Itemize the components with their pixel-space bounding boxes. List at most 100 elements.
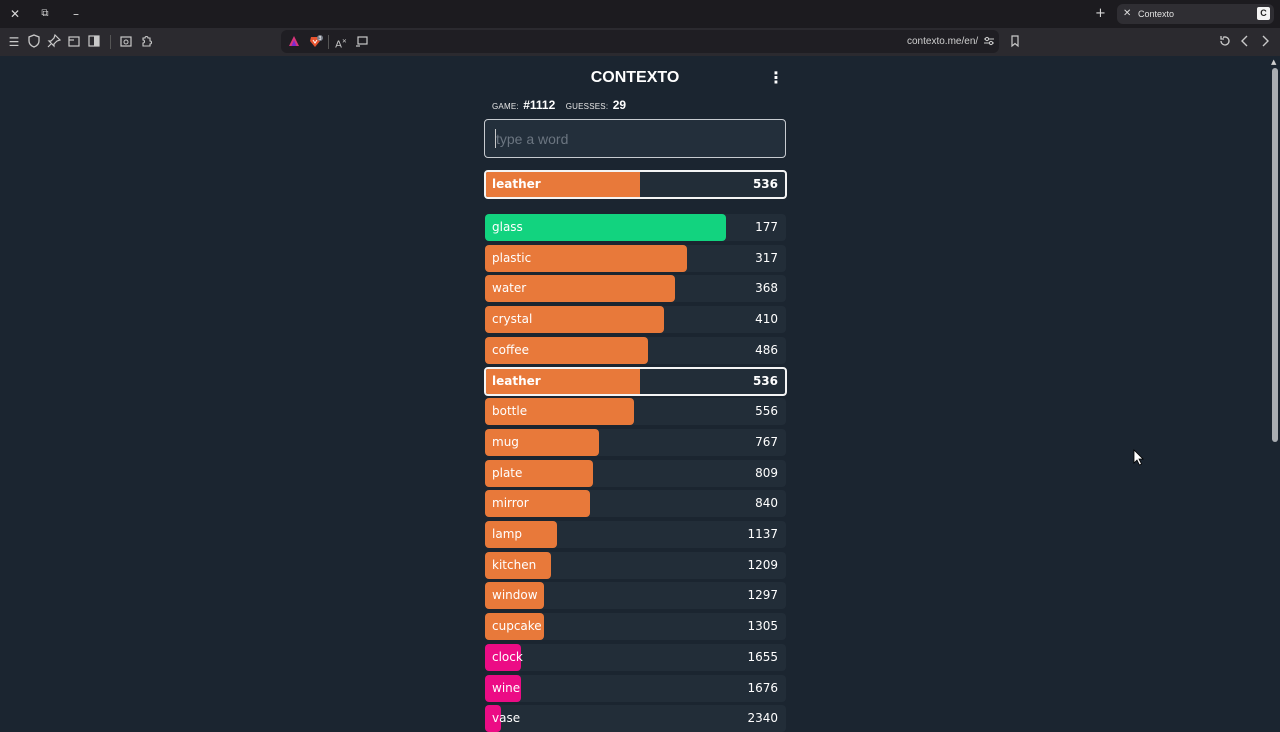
menu-dots-icon[interactable]: ⋮: [768, 68, 784, 87]
restore-window-icon[interactable]: ⧉: [41, 8, 49, 19]
cast-icon[interactable]: [354, 34, 370, 50]
guess-word: plastic: [492, 251, 532, 265]
scrollbar[interactable]: ▲: [1270, 56, 1280, 720]
guess-distance: 1137: [747, 527, 778, 541]
guess-distance: 1676: [747, 681, 778, 695]
guess-bar: [485, 398, 634, 425]
new-tab-plus-icon[interactable]: +: [1095, 6, 1106, 21]
guess-row: plate 809: [485, 460, 786, 487]
guess-word: window: [492, 588, 538, 602]
chevron-left-icon[interactable]: [1237, 34, 1253, 50]
address-bar[interactable]: [281, 30, 999, 53]
guess-bar: [485, 306, 664, 333]
guess-bar: [485, 490, 590, 517]
guess-bar: [485, 214, 726, 241]
guess-distance: 368: [755, 281, 778, 295]
tab-close-icon[interactable]: ✕: [1123, 8, 1132, 19]
guess-row: bottle 556: [485, 398, 786, 425]
lion-icon[interactable]: 3: [308, 34, 324, 50]
text-caret: [495, 129, 496, 148]
guess-word: leather: [492, 374, 541, 388]
triangle-icon[interactable]: [286, 34, 302, 50]
guess-bar: [485, 337, 648, 364]
guess-row: mirror 840: [485, 490, 786, 517]
guess-bar: [485, 582, 544, 609]
guess-word: crystal: [492, 312, 533, 326]
screenshot-icon[interactable]: [118, 34, 134, 50]
chevron-right-icon[interactable]: [1257, 34, 1273, 50]
guess-distance: 1297: [747, 588, 778, 602]
shields-badge: 3: [318, 36, 321, 42]
guess-word: cupcake: [492, 619, 542, 633]
shield-icon[interactable]: [26, 34, 42, 50]
sidebar-icon[interactable]: [86, 34, 102, 50]
guess-bar: [485, 460, 593, 487]
minimize-window-icon[interactable]: –: [73, 7, 79, 21]
guess-row: cupcake 1305: [485, 613, 786, 640]
guess-row: window 1297: [485, 582, 786, 609]
game-stats: GAME: #1112 GUESSES: 29: [492, 97, 632, 115]
guess-row: wine 1676: [485, 675, 786, 702]
guess-row: plastic 317: [485, 245, 786, 272]
puzzle-icon[interactable]: [139, 34, 155, 50]
favicon-icon: C: [1257, 7, 1270, 20]
page-title: CONTEXTO: [590, 69, 680, 86]
guess-word: lamp: [492, 527, 522, 541]
guess-distance: 317: [755, 251, 778, 265]
guess-row: mug 767: [485, 429, 786, 456]
scroll-thumb[interactable]: [1272, 68, 1278, 442]
bookmark-icon[interactable]: [1007, 34, 1023, 50]
guess-word: plate: [492, 466, 523, 480]
close-window-icon[interactable]: ✕: [9, 7, 21, 21]
guess-distance: 1209: [747, 558, 778, 572]
guess-bar: [485, 613, 544, 640]
url-text[interactable]: contexto.me/en/: [907, 36, 979, 47]
guess-word: kitchen: [492, 558, 537, 572]
guess-bar: [485, 429, 599, 456]
guess-bar: [485, 275, 675, 302]
reload-icon[interactable]: [1217, 34, 1233, 50]
guess-distance: 2340: [747, 711, 778, 725]
guess-word: wine: [492, 681, 521, 695]
guess-row: kitchen 1209: [485, 552, 786, 579]
sliders-icon[interactable]: [981, 34, 997, 50]
last-guess-row: leather 536: [484, 170, 787, 199]
browser-tab[interactable]: ✕ Contexto C: [1117, 4, 1274, 24]
hamburger-icon[interactable]: ☰: [8, 35, 20, 49]
scroll-up-arrow-icon[interactable]: ▲: [1271, 58, 1277, 66]
guess-word: mug: [492, 435, 519, 449]
guess-row: vase 2340: [485, 705, 786, 732]
guess-distance: 840: [755, 496, 778, 510]
guess-bar: [486, 369, 640, 394]
guess-word: coffee: [492, 343, 529, 357]
guess-distance: 809: [755, 466, 778, 480]
game-label: GAME:: [492, 102, 519, 111]
guess-distance: 767: [755, 435, 778, 449]
guess-word: vase: [492, 711, 521, 725]
tabs-icon[interactable]: [66, 34, 82, 50]
guess-bar: [485, 644, 521, 671]
last-guess-distance: 536: [752, 177, 778, 191]
last-guess-bar: [486, 172, 640, 197]
guess-distance: 556: [755, 404, 778, 418]
translate-icon[interactable]: A✕: [335, 38, 347, 51]
word-input[interactable]: [484, 119, 786, 158]
guess-distance: 410: [755, 312, 778, 326]
guess-row: lamp 1137: [485, 521, 786, 548]
last-guess-word: leather: [492, 177, 541, 191]
guess-row: crystal 410: [485, 306, 786, 333]
guess-row: coffee 486: [485, 337, 786, 364]
guess-row: leather 536: [484, 367, 787, 396]
guesses-count: 29: [612, 98, 627, 112]
guess-word: water: [492, 281, 527, 295]
pin-icon[interactable]: [46, 33, 62, 50]
tab-title: Contexto: [1138, 9, 1175, 19]
guess-distance: 536: [752, 374, 778, 388]
game-number: #1112: [523, 98, 556, 112]
guess-bar: [485, 675, 521, 702]
guess-distance: 177: [755, 220, 778, 234]
toolbar-divider: [110, 35, 111, 49]
address-divider: [328, 35, 329, 49]
guess-distance: 1305: [747, 619, 778, 633]
guess-word: glass: [492, 220, 523, 234]
